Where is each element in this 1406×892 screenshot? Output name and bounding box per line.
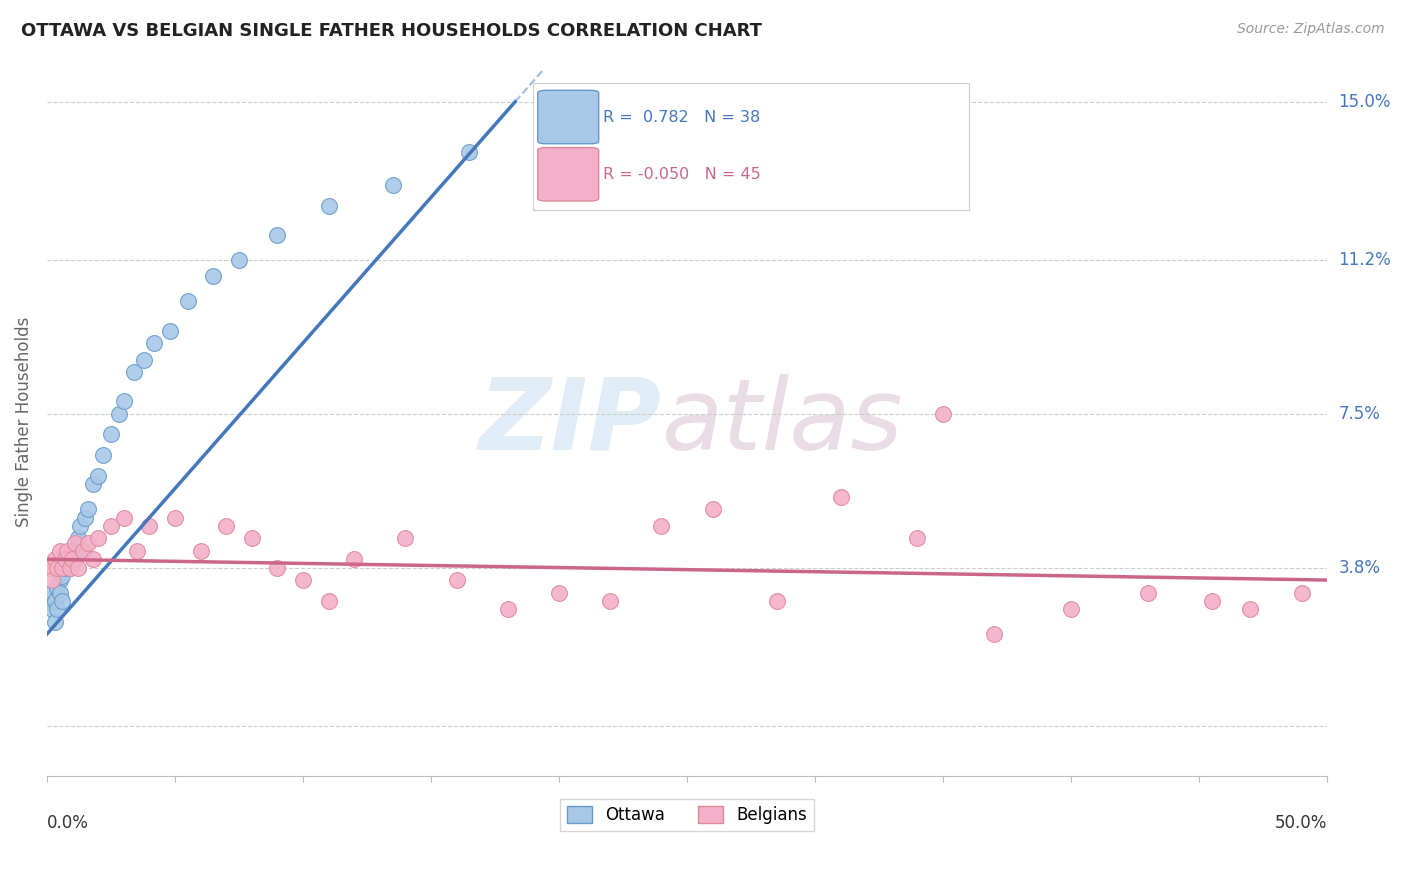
Point bbox=[190, 544, 212, 558]
Point bbox=[159, 324, 181, 338]
Point bbox=[496, 602, 519, 616]
Point bbox=[46, 582, 69, 596]
Y-axis label: Single Father Households: Single Father Households bbox=[15, 317, 32, 527]
Point bbox=[125, 544, 148, 558]
Legend: Ottawa, Belgians: Ottawa, Belgians bbox=[560, 799, 814, 830]
Point bbox=[48, 585, 70, 599]
Point bbox=[51, 560, 73, 574]
Point bbox=[82, 552, 104, 566]
Point bbox=[134, 352, 156, 367]
Point bbox=[44, 615, 66, 629]
Point bbox=[76, 502, 98, 516]
Point bbox=[177, 294, 200, 309]
Point bbox=[932, 407, 955, 421]
Point bbox=[983, 627, 1005, 641]
Point bbox=[46, 560, 69, 574]
Point bbox=[66, 532, 89, 546]
Point bbox=[38, 594, 60, 608]
Point bbox=[41, 585, 63, 599]
Point bbox=[228, 252, 250, 267]
Point bbox=[1201, 594, 1223, 608]
Point bbox=[72, 544, 94, 558]
Point bbox=[56, 544, 79, 558]
Point bbox=[44, 594, 66, 608]
Point bbox=[82, 477, 104, 491]
Point bbox=[63, 535, 86, 549]
Text: 50.0%: 50.0% bbox=[1275, 814, 1327, 832]
Point bbox=[702, 502, 724, 516]
Point bbox=[48, 573, 70, 587]
Point bbox=[66, 560, 89, 574]
Point bbox=[548, 585, 571, 599]
Point bbox=[59, 560, 82, 574]
Point bbox=[46, 602, 69, 616]
Point bbox=[765, 594, 787, 608]
Text: OTTAWA VS BELGIAN SINGLE FATHER HOUSEHOLDS CORRELATION CHART: OTTAWA VS BELGIAN SINGLE FATHER HOUSEHOL… bbox=[21, 22, 762, 40]
Point bbox=[1136, 585, 1159, 599]
Point bbox=[87, 469, 110, 483]
Text: 11.2%: 11.2% bbox=[1339, 251, 1391, 268]
Point bbox=[266, 560, 288, 574]
Text: 15.0%: 15.0% bbox=[1339, 93, 1391, 111]
Point bbox=[122, 365, 145, 379]
Point bbox=[1291, 585, 1313, 599]
Point bbox=[650, 519, 672, 533]
Point bbox=[63, 552, 86, 566]
Point bbox=[100, 427, 122, 442]
Point bbox=[215, 519, 238, 533]
Point bbox=[44, 552, 66, 566]
Point bbox=[53, 552, 76, 566]
Point bbox=[1060, 602, 1083, 616]
Point bbox=[318, 199, 340, 213]
Point bbox=[830, 490, 852, 504]
Point bbox=[51, 594, 73, 608]
Point bbox=[202, 269, 225, 284]
Point bbox=[56, 552, 79, 566]
Text: 0.0%: 0.0% bbox=[46, 814, 89, 832]
Point bbox=[1239, 602, 1261, 616]
Point bbox=[100, 519, 122, 533]
Text: Source: ZipAtlas.com: Source: ZipAtlas.com bbox=[1237, 22, 1385, 37]
Point bbox=[291, 573, 314, 587]
Point bbox=[112, 394, 135, 409]
Text: ZIP: ZIP bbox=[478, 374, 661, 470]
Text: 7.5%: 7.5% bbox=[1339, 405, 1381, 423]
Point bbox=[75, 510, 97, 524]
Point bbox=[62, 552, 84, 566]
Point bbox=[343, 552, 366, 566]
Point bbox=[458, 145, 481, 159]
Point bbox=[48, 544, 70, 558]
Text: 3.8%: 3.8% bbox=[1339, 558, 1381, 576]
Point bbox=[76, 535, 98, 549]
Point bbox=[41, 602, 63, 616]
Point bbox=[599, 594, 621, 608]
Point bbox=[112, 510, 135, 524]
Point bbox=[107, 407, 129, 421]
Point bbox=[394, 532, 416, 546]
Text: atlas: atlas bbox=[661, 374, 903, 470]
Point bbox=[318, 594, 340, 608]
Point bbox=[138, 519, 160, 533]
Point bbox=[53, 560, 76, 574]
Point bbox=[446, 573, 468, 587]
Point bbox=[240, 532, 263, 546]
Point bbox=[143, 336, 166, 351]
Point bbox=[51, 569, 73, 583]
Point bbox=[62, 544, 84, 558]
Point bbox=[38, 560, 60, 574]
Point bbox=[69, 519, 91, 533]
Point bbox=[907, 532, 929, 546]
Point bbox=[87, 532, 110, 546]
Point bbox=[59, 560, 82, 574]
Point bbox=[266, 227, 288, 242]
Point bbox=[163, 510, 186, 524]
Point bbox=[41, 573, 63, 587]
Point bbox=[381, 178, 404, 192]
Point bbox=[91, 448, 114, 462]
Point bbox=[72, 544, 94, 558]
